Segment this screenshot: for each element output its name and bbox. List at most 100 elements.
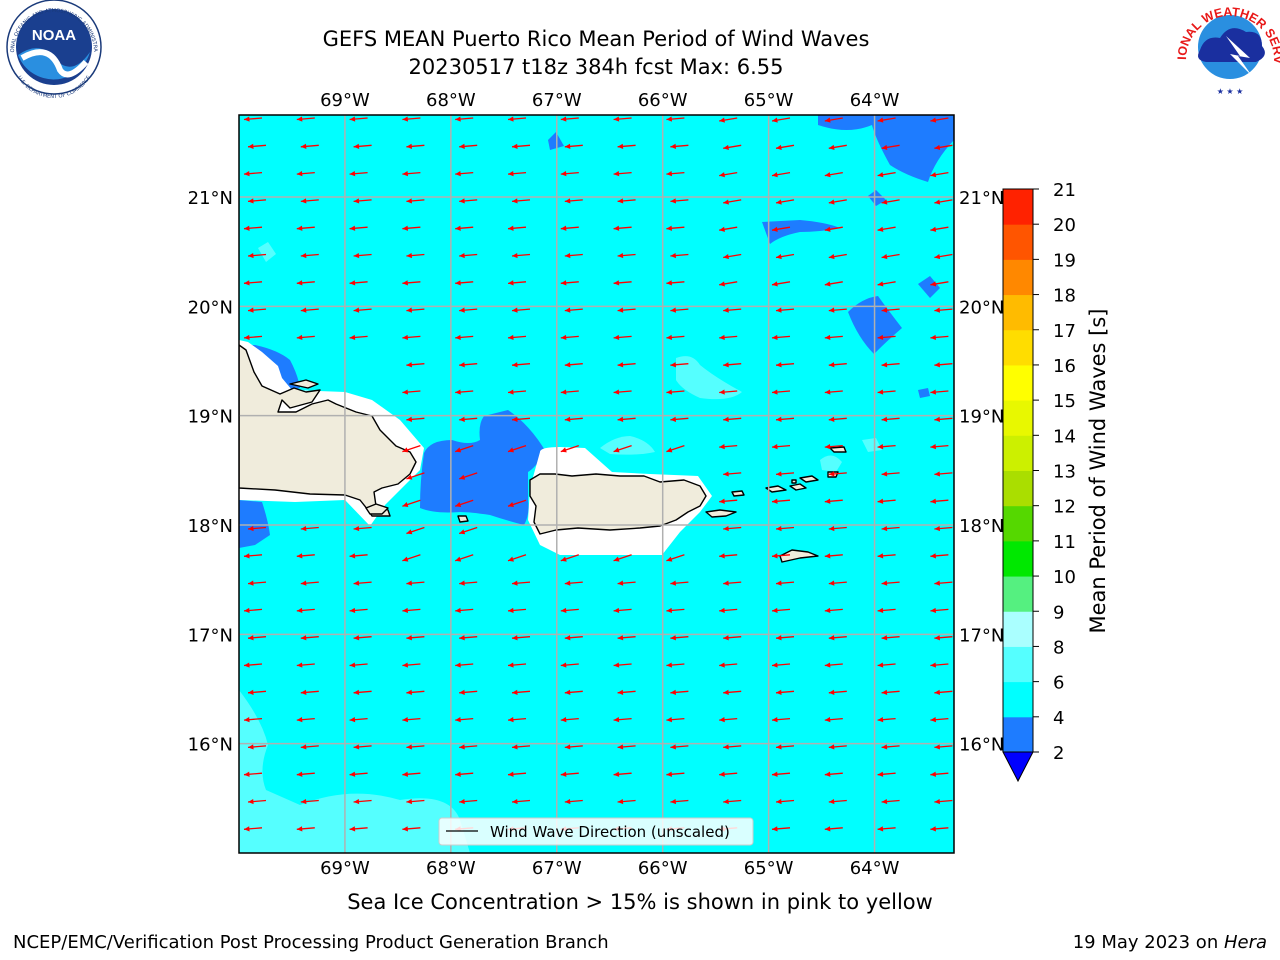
wind-wave-arrow-icon — [455, 225, 474, 231]
wind-wave-arrow-icon — [719, 444, 738, 450]
wind-wave-arrow-icon — [877, 334, 896, 341]
colorbar-segment — [1003, 189, 1033, 225]
wind-wave-arrow-icon — [670, 252, 689, 259]
wind-wave-arrow-icon — [670, 798, 689, 805]
wind-wave-arrow-icon — [877, 826, 896, 832]
wind-wave-arrow-icon — [930, 553, 949, 559]
wind-wave-arrow-icon — [296, 553, 315, 559]
wind-wave-arrow-icon — [402, 334, 421, 341]
colorbar-tick-label: 2 — [1053, 743, 1064, 764]
wind-wave-arrow-icon — [560, 116, 579, 122]
wind-wave-arrow-icon — [930, 662, 949, 668]
lon-tick-label-bottom: 64°W — [850, 858, 900, 879]
wind-wave-arrow-icon — [666, 771, 685, 777]
colorbar-segment — [1003, 716, 1033, 753]
wind-wave-arrow-icon — [666, 334, 685, 341]
wind-wave-arrow-icon — [507, 334, 527, 341]
noaa-logo-label: NOAA — [32, 27, 76, 44]
wind-wave-arrow-icon — [296, 826, 315, 832]
wind-wave-arrow-icon — [828, 416, 847, 422]
colorbar-segments — [1003, 189, 1033, 753]
colorbar-segment — [1003, 470, 1033, 507]
wind-wave-arrow-icon — [670, 362, 689, 368]
lon-tick-label-top: 69°W — [320, 90, 370, 111]
wind-wave-arrow-icon — [824, 771, 843, 777]
wind-wave-arrow-icon — [560, 662, 579, 668]
wind-wave-arrow-icon — [507, 116, 527, 122]
wind-wave-arrow-icon — [877, 117, 896, 123]
wind-wave-arrow-icon — [353, 143, 372, 149]
lon-ticks-top: 69°W 68°W 67°W 66°W 65°W 64°W — [320, 90, 900, 111]
wind-wave-arrow-icon — [930, 771, 949, 777]
wind-wave-arrow-icon — [511, 416, 531, 422]
wind-wave-arrow-icon — [402, 826, 421, 832]
wind-wave-arrow-icon — [828, 307, 847, 313]
wind-wave-arrow-icon — [824, 553, 843, 559]
wind-wave-arrow-icon — [828, 689, 847, 695]
colorbar-tick-label: 16 — [1053, 356, 1076, 377]
wind-wave-arrow-icon — [296, 607, 315, 614]
wind-wave-arrow-icon — [507, 554, 527, 562]
wind-wave-arrow-icon — [406, 416, 425, 422]
wind-wave-arrow-icon — [564, 744, 583, 750]
wind-wave-arrow-icon — [243, 171, 263, 177]
wind-wave-arrow-icon — [723, 798, 742, 805]
wind-wave-arrow-icon — [564, 307, 583, 313]
wind-wave-arrow-icon — [349, 607, 368, 614]
footer-host: Hera — [1223, 932, 1267, 953]
wind-wave-arrow-icon — [247, 525, 267, 532]
wind-wave-arrow-icon — [458, 472, 478, 480]
wind-wave-arrow-icon — [617, 307, 636, 313]
wind-wave-arrow-icon — [243, 280, 263, 286]
lon-tick-label-bottom: 69°W — [320, 858, 370, 879]
wind-wave-arrow-icon — [771, 662, 791, 668]
wind-wave-arrow-icon — [247, 143, 267, 149]
wind-wave-arrow-icon — [930, 171, 949, 178]
wind-wave-arrow-icon — [507, 607, 527, 614]
wind-wave-arrow-icon — [775, 253, 795, 260]
wind-wave-arrow-icon — [406, 744, 425, 750]
wind-wave-arrow-icon — [828, 199, 847, 205]
wind-wave-arrow-icon — [459, 635, 478, 641]
colorbar-segment — [1003, 329, 1033, 366]
wind-wave-arrow-icon — [511, 744, 531, 750]
wind-wave-arrow-icon — [349, 225, 368, 231]
wind-wave-arrow-icon — [613, 607, 632, 614]
wind-wave-arrow-icon — [247, 252, 267, 259]
wind-wave-arrow-icon — [723, 580, 742, 586]
wind-wave-arrow-icon — [828, 580, 847, 586]
wind-wave-arrow-icon — [402, 662, 421, 668]
wind-wave-arrow-icon — [934, 798, 953, 805]
wind-wave-arrow-icon — [723, 362, 742, 368]
wind-wave-arrow-icon — [300, 744, 319, 750]
wind-wave-arrow-icon — [353, 798, 372, 805]
wind-wave-arrow-icon — [666, 171, 685, 177]
wind-wave-arrow-icon — [617, 689, 636, 695]
wind-wave-arrow-icon — [771, 281, 791, 287]
wind-wave-arrow-icon — [459, 307, 478, 313]
wind-wave-arrow-icon — [560, 225, 579, 231]
wind-wave-arrow-icon — [613, 389, 632, 395]
lon-tick-label-top: 66°W — [638, 90, 688, 111]
wind-wave-arrow-icon — [930, 607, 949, 614]
lon-tick-label-top: 67°W — [532, 90, 582, 111]
wind-wave-arrow-icon — [670, 198, 689, 204]
wind-wave-arrow-icon — [406, 580, 425, 586]
wind-wave-arrow-icon — [877, 607, 896, 614]
wind-wave-arrow-icon — [247, 307, 267, 313]
wind-wave-arrow-icon — [771, 226, 791, 232]
wind-wave-arrow-icon — [243, 225, 263, 231]
wind-wave-arrow-icon — [507, 717, 527, 723]
wind-wave-arrow-icon — [828, 471, 847, 477]
wind-wave-arrow-icon — [454, 554, 474, 562]
colorbar-segment — [1003, 364, 1033, 401]
wind-wave-arrow-icon — [243, 771, 263, 777]
wind-wave-arrow-icon — [719, 717, 738, 723]
wind-wave-arrow-icon — [300, 143, 319, 149]
colorbar-tick-label: 9 — [1053, 602, 1064, 623]
wind-wave-arrow-icon — [511, 198, 531, 204]
legend-label: Wind Wave Direction (unscaled) — [490, 823, 730, 841]
wind-wave-arrow-icon — [243, 334, 263, 341]
wind-wave-arrow-icon — [881, 253, 900, 260]
wind-wave-arrow-icon — [459, 580, 478, 586]
